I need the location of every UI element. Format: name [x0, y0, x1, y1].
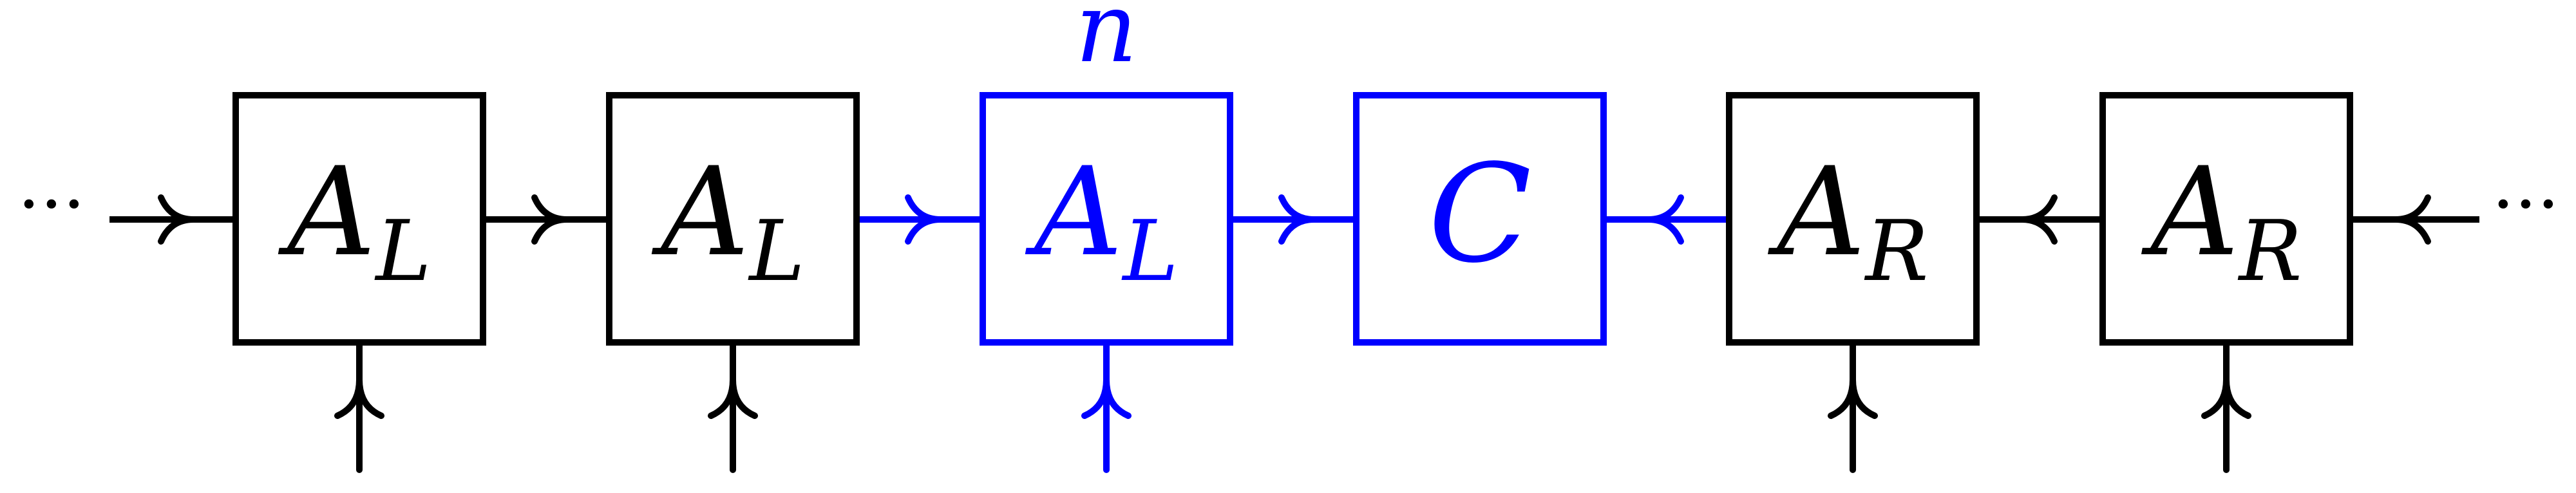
right-arrow-icon: [1278, 194, 1314, 245]
tensor-label-1: AL: [278, 141, 431, 300]
tensor-label-5: AR: [1767, 141, 1928, 300]
tensor-box-5: [1726, 92, 1980, 346]
left-arrow-icon: [1648, 194, 1684, 245]
right-arrow-icon: [158, 194, 194, 245]
tensor-label-main: A: [1025, 141, 1122, 283]
left-arrow-icon: [2395, 194, 2431, 245]
tensor-box-4: [1353, 92, 1607, 346]
up-arrow-icon: [708, 379, 758, 419]
right-arrow-icon: [531, 194, 567, 245]
trailing-ellipsis: ···: [2492, 163, 2560, 245]
tensor-label-main: A: [651, 141, 749, 283]
tensor-label-sub: R: [2238, 202, 2302, 300]
tensor-labels: AL AL AL C AR AR: [278, 135, 2302, 300]
tensor-label-sub: L: [748, 202, 804, 300]
bond-arrows: [158, 194, 2431, 245]
physical-leg-2: [708, 342, 758, 473]
up-arrow-icon: [2201, 379, 2251, 419]
physical-legs: [334, 342, 2251, 473]
leading-ellipsis: ···: [18, 163, 86, 245]
physical-leg-1: [334, 342, 384, 473]
up-arrow-icon: [1828, 379, 1878, 419]
tensor-label-4: C: [1428, 135, 1532, 293]
tensor-label-sub: L: [1121, 202, 1178, 300]
tensor-box-1: [232, 92, 486, 346]
physical-leg-3: [1081, 342, 1132, 473]
right-arrow-icon: [905, 194, 941, 245]
tensor-label-sub: R: [1864, 202, 1929, 300]
left-arrow-icon: [2022, 194, 2058, 245]
tensor-box-3: [980, 92, 1233, 346]
physical-leg-6: [2201, 342, 2251, 473]
tensor-label-main: C: [1428, 135, 1532, 293]
up-arrow-icon: [334, 379, 384, 419]
tensor-box-2: [606, 92, 860, 346]
tensor-label-3: AL: [1025, 141, 1179, 300]
tensor-label-main: A: [1767, 141, 1865, 283]
tensor-label-2: AL: [651, 141, 805, 300]
up-arrow-icon: [1081, 379, 1132, 419]
tensor-box-6: [2099, 92, 2353, 346]
physical-leg-5: [1828, 342, 1878, 473]
tensor-label-main: A: [2141, 141, 2239, 283]
tensor-label-6: AR: [2141, 141, 2302, 300]
tensor-label-sub: L: [374, 202, 431, 300]
tensor-label-main: A: [278, 141, 375, 283]
site-index-label: n: [1075, 0, 1138, 84]
tensor-boxes: [232, 92, 2353, 346]
